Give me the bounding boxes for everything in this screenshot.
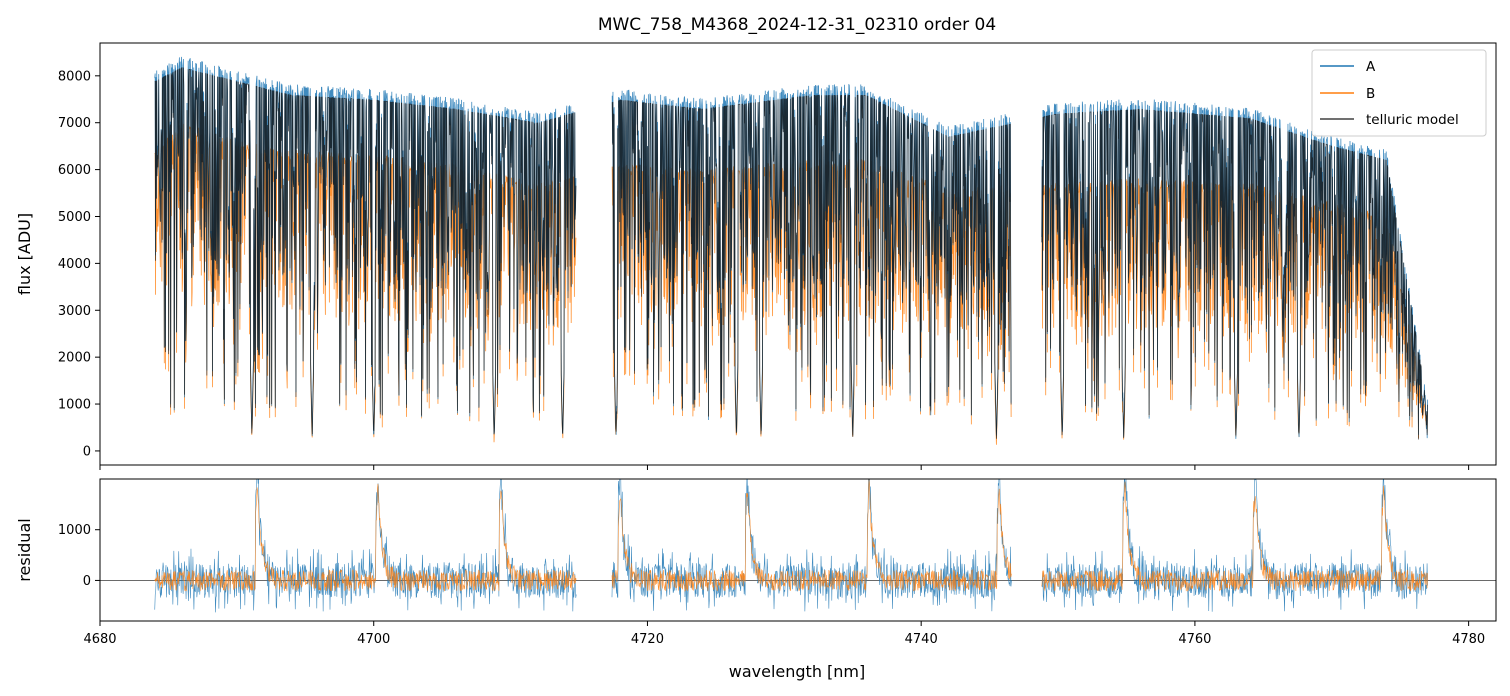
y-tick-label: 5000: [58, 210, 91, 225]
legend-label-telluric: telluric model: [1366, 112, 1459, 128]
legend-label-a: A: [1366, 59, 1376, 75]
y-tick-label: 4000: [58, 257, 91, 272]
top-axes-frame: [99, 42, 1497, 466]
y-tick-label: 3000: [58, 304, 91, 319]
y-tick-label: 1000: [58, 398, 91, 413]
y-tick-label: 8000: [58, 69, 91, 84]
residual-line-a: [154, 479, 1428, 613]
y-axis-label-flux: flux [ADU]: [15, 213, 34, 295]
legend-label-b: B: [1366, 86, 1375, 102]
y-tick-label: 7000: [58, 116, 91, 131]
bottom-axes-frame: [99, 478, 1497, 622]
x-tick-label: 4780: [1452, 632, 1485, 647]
y-tick-label: 2000: [58, 351, 91, 366]
x-tick-label: 4760: [1178, 632, 1211, 647]
x-axis-label: wavelength [nm]: [729, 662, 866, 681]
legend-box: [1311, 49, 1487, 137]
legend: A B telluric model: [1311, 49, 1487, 137]
x-tick-label: 4740: [905, 632, 938, 647]
series-line-telluric: [154, 67, 1428, 440]
chart-title: MWC_758_M4368_2024-12-31_02310 order 04: [598, 15, 996, 35]
residual-y-tick-label: 0: [83, 574, 91, 589]
x-tick-label: 4700: [357, 632, 390, 647]
y-tick-label: 6000: [58, 163, 91, 178]
residual-line-b: [154, 479, 1428, 592]
x-tick-label: 4680: [83, 632, 116, 647]
y-axis-label-residual: residual: [15, 518, 34, 581]
top-panel: 0 1000 2000 3000 4000 5000 6000 7000 8000 flux […: [15, 42, 1497, 470]
x-tick-label: 4720: [631, 632, 664, 647]
residual-y-tick-label: 1000: [58, 523, 91, 538]
y-tick-label: 0: [83, 444, 91, 459]
